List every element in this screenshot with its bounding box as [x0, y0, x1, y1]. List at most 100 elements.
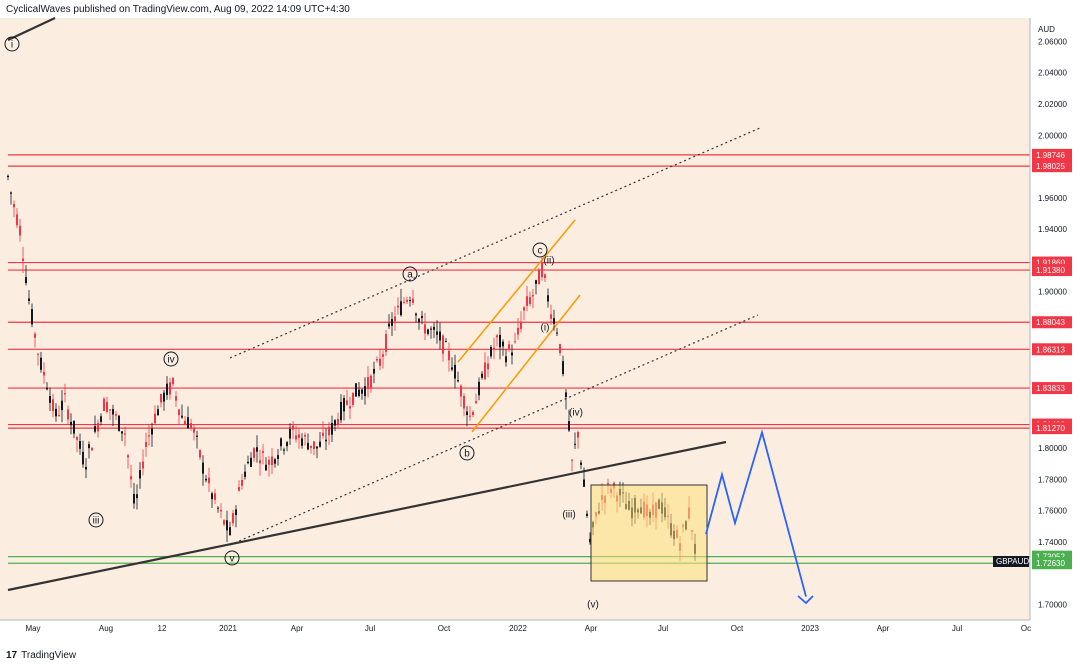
candle-body	[349, 406, 351, 409]
candle-body	[352, 392, 354, 405]
candle-body	[244, 471, 246, 477]
candle-body	[277, 455, 279, 459]
range-box	[590, 484, 708, 582]
candle-body	[202, 462, 204, 474]
candle-body	[310, 445, 312, 448]
resistance-level-badge	[1032, 264, 1072, 277]
candle-body	[304, 434, 306, 437]
candle-body	[358, 389, 360, 396]
candle-body	[55, 408, 57, 417]
price-tick-label: 1.74000	[1038, 538, 1067, 547]
price-axis[interactable]: AUD 2.06000 2.04000 2.02000 2.00000 1.96000 1.…	[993, 18, 1072, 620]
candle-body	[427, 329, 429, 334]
candle-body	[382, 354, 384, 357]
tradingview-brand: TradingView	[21, 650, 77, 661]
candle-body	[253, 448, 255, 458]
candle-body	[406, 299, 408, 302]
candle-body	[325, 439, 327, 442]
candle-body	[271, 456, 273, 466]
wave-label: (iv)	[569, 408, 583, 419]
symbol-tag	[993, 556, 1029, 567]
wave-label: iv	[167, 355, 174, 366]
candle-body	[226, 520, 228, 531]
candle-body	[187, 417, 189, 429]
candle-body	[553, 318, 555, 324]
support-level-label: 1.72630	[1036, 559, 1065, 568]
candle-body	[262, 451, 264, 453]
candle-body	[142, 461, 144, 469]
candle-body	[106, 401, 108, 412]
time-tick-label: Aug	[99, 624, 113, 633]
candle-body	[223, 520, 225, 525]
support-level-badge	[1032, 557, 1072, 570]
candle-body	[430, 328, 432, 330]
candle-body	[58, 414, 60, 416]
candle-body	[367, 377, 369, 390]
candle-body	[373, 368, 375, 374]
candle-body	[118, 415, 120, 431]
candle-body	[517, 327, 519, 335]
candle-body	[172, 378, 174, 385]
resistance-level-label: 1.88043	[1036, 318, 1065, 327]
price-tick-label: 1.90000	[1038, 288, 1067, 297]
candle-body	[475, 401, 477, 404]
time-tick-label: Jul	[658, 624, 668, 633]
candle-body	[247, 461, 249, 464]
resistance-level-badge	[1032, 422, 1072, 435]
candle-body	[493, 347, 495, 350]
resistance-level-badge	[1032, 160, 1072, 173]
candle-body	[457, 380, 459, 382]
price-tick-label: 1.76000	[1038, 507, 1067, 516]
candle-body	[67, 409, 69, 420]
candle-body	[184, 420, 186, 425]
candle-body	[328, 426, 330, 436]
candle-body	[418, 318, 420, 323]
candle-body	[19, 225, 21, 236]
candle-body	[205, 478, 207, 481]
wave-label: iii	[93, 516, 100, 527]
candle-body	[88, 444, 90, 449]
candle-body	[37, 353, 39, 355]
candle-body	[436, 331, 438, 335]
candle-body	[607, 483, 609, 485]
time-tick-label: 2023	[801, 624, 819, 633]
candle-body	[481, 373, 483, 378]
candle-body	[265, 464, 267, 471]
price-tick-label: 1.78000	[1038, 475, 1067, 484]
wave-label: (v)	[587, 600, 599, 611]
candle-body	[46, 387, 48, 390]
wave-circle	[224, 550, 240, 566]
candle-body	[583, 479, 585, 487]
price-tick-label: 1.94000	[1038, 225, 1067, 234]
candle-body	[574, 443, 576, 445]
orange-channel-lower	[471, 294, 581, 433]
price-tick-label: 1.70000	[1038, 600, 1067, 609]
candle-body	[565, 392, 567, 398]
candle-body	[268, 459, 270, 465]
projection-line	[705, 429, 807, 597]
resistance-level-label: 1.91380	[1036, 266, 1065, 275]
candle-body	[496, 335, 498, 338]
wave-circle	[459, 445, 475, 461]
candle-body	[112, 409, 114, 415]
time-axis[interactable]: May Aug 12 2021 Apr Jul Oct 2022 Apr Jul Oct 2023 Ap…	[0, 619, 1031, 633]
candle-body	[394, 316, 396, 322]
price-tick-label: 2.04000	[1038, 69, 1067, 78]
projection-path	[705, 429, 814, 605]
candle-body	[586, 513, 588, 517]
projection-arrowhead	[797, 595, 814, 605]
candle-body	[121, 431, 123, 434]
resistance-level-badge	[1032, 343, 1072, 356]
candle-body	[460, 385, 462, 397]
candle-body	[208, 477, 210, 484]
candle-body	[448, 350, 450, 361]
candle-body	[319, 441, 321, 447]
candle-body	[550, 314, 552, 319]
wave-label: c	[538, 246, 543, 257]
candle-body	[316, 446, 318, 449]
candle-body	[115, 414, 117, 416]
candle-body	[256, 447, 258, 452]
candle-body	[361, 389, 363, 394]
time-tick-label: Oct	[731, 624, 744, 633]
